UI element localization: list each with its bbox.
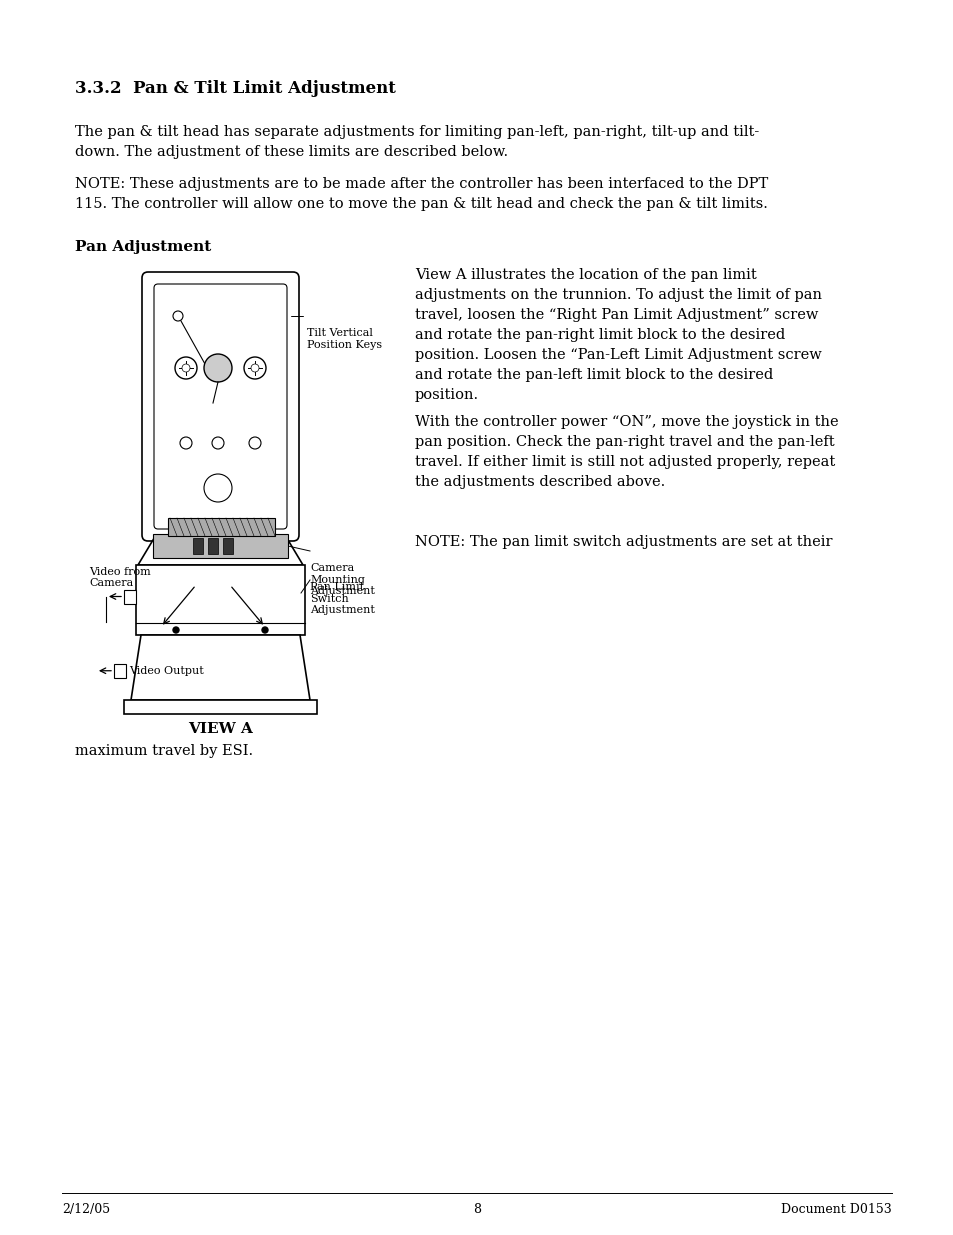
Text: Camera
Mounting
Adjustment: Camera Mounting Adjustment bbox=[310, 563, 375, 597]
Text: 2/12/05: 2/12/05 bbox=[62, 1203, 110, 1216]
Circle shape bbox=[262, 627, 268, 634]
Bar bbox=[193, 538, 203, 555]
Text: Pan Adjustment: Pan Adjustment bbox=[75, 240, 211, 254]
Circle shape bbox=[249, 437, 261, 450]
Bar bbox=[136, 564, 305, 635]
Circle shape bbox=[204, 474, 232, 501]
Circle shape bbox=[251, 364, 258, 372]
Text: 8: 8 bbox=[473, 1203, 480, 1216]
Bar bbox=[124, 700, 316, 714]
Text: NOTE: The pan limit switch adjustments are set at their: NOTE: The pan limit switch adjustments a… bbox=[415, 535, 832, 550]
Text: View A illustrates the location of the pan limit
adjustments on the trunnion. To: View A illustrates the location of the p… bbox=[415, 268, 821, 403]
Bar bbox=[113, 663, 126, 678]
Text: 3.3.2  Pan & Tilt Limit Adjustment: 3.3.2 Pan & Tilt Limit Adjustment bbox=[75, 80, 395, 98]
Text: The pan & tilt head has separate adjustments for limiting pan-left, pan-right, t: The pan & tilt head has separate adjustm… bbox=[75, 125, 759, 159]
Circle shape bbox=[212, 437, 224, 450]
Bar bbox=[168, 517, 274, 536]
Text: Tilt Vertical
Position Keys: Tilt Vertical Position Keys bbox=[307, 329, 382, 350]
Text: Document D0153: Document D0153 bbox=[781, 1203, 891, 1216]
FancyBboxPatch shape bbox=[153, 284, 287, 529]
Circle shape bbox=[180, 437, 192, 450]
Circle shape bbox=[172, 627, 179, 634]
Text: Video from
Camera: Video from Camera bbox=[89, 567, 151, 589]
Circle shape bbox=[244, 357, 266, 379]
Circle shape bbox=[172, 311, 183, 321]
Circle shape bbox=[174, 357, 196, 379]
Text: NOTE: These adjustments are to be made after the controller has been interfaced : NOTE: These adjustments are to be made a… bbox=[75, 177, 767, 211]
Text: Video Output: Video Output bbox=[129, 666, 204, 676]
Text: Pan Limit
Switch
Adjustment: Pan Limit Switch Adjustment bbox=[310, 582, 375, 615]
Polygon shape bbox=[131, 635, 310, 700]
Circle shape bbox=[204, 354, 232, 382]
Polygon shape bbox=[138, 535, 303, 564]
Text: VIEW A: VIEW A bbox=[188, 722, 253, 736]
Circle shape bbox=[182, 364, 190, 372]
Text: maximum travel by ESI.: maximum travel by ESI. bbox=[75, 743, 253, 758]
Text: With the controller power “ON”, move the joystick in the
pan position. Check the: With the controller power “ON”, move the… bbox=[415, 415, 838, 489]
FancyBboxPatch shape bbox=[142, 272, 298, 541]
Bar bbox=[223, 538, 233, 555]
Bar bbox=[208, 538, 218, 555]
Bar bbox=[152, 534, 288, 558]
Bar bbox=[124, 589, 136, 604]
